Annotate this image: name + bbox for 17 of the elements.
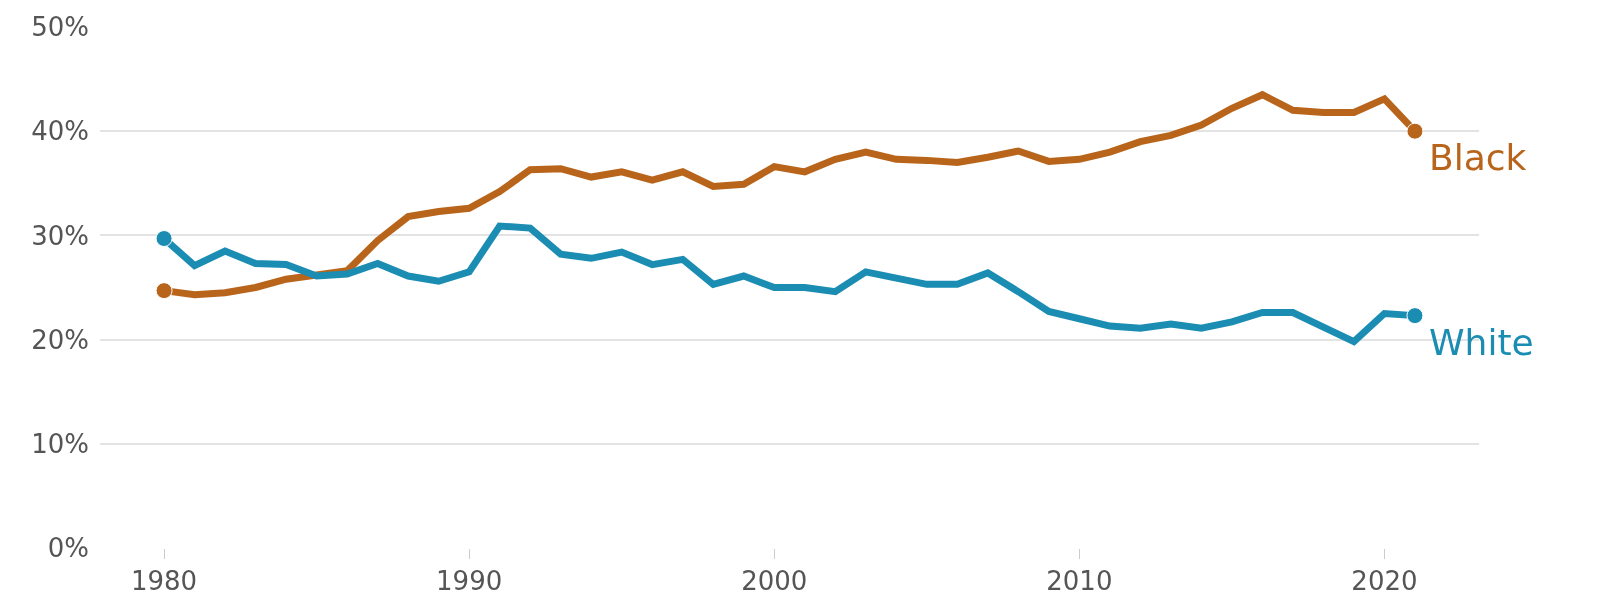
x-tick-label: 1990 [436,566,503,597]
point [1406,122,1424,140]
y-tick-label: 30% [31,220,89,251]
point [1406,307,1424,325]
series-label: White [1429,322,1534,363]
x-tick-label: 2010 [1046,566,1113,597]
series-label: Black [1429,137,1527,178]
y-tick-label: 20% [31,324,89,355]
point [155,282,173,300]
y-tick-label: 50% [31,12,89,43]
x-tick-label: 1980 [130,566,198,597]
y-tick-label: 0% [47,533,89,564]
y-tick-label: 40% [31,116,89,147]
x-tick-label: 2020 [1351,566,1418,597]
point [155,230,173,248]
y-tick-label: 10% [31,428,89,459]
x-tick-label: 2000 [741,566,808,597]
